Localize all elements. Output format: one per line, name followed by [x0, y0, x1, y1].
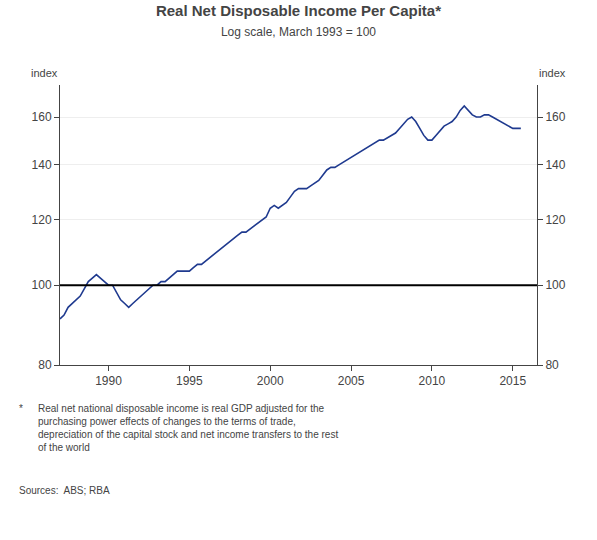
svg-text:140: 140	[545, 158, 565, 172]
svg-text:1995: 1995	[176, 374, 203, 388]
svg-text:2000: 2000	[257, 374, 284, 388]
svg-text:160: 160	[545, 110, 565, 124]
svg-text:120: 120	[545, 213, 565, 227]
svg-text:100: 100	[32, 278, 52, 292]
svg-text:140: 140	[32, 158, 52, 172]
svg-text:80: 80	[38, 358, 52, 372]
svg-text:index: index	[539, 67, 566, 79]
svg-text:Real net national disposable i: Real net national disposable income is r…	[38, 403, 338, 453]
svg-text:*: *	[19, 403, 23, 414]
svg-text:Sources: ABS; RBA: Sources: ABS; RBA	[19, 485, 110, 496]
svg-text:120: 120	[32, 213, 52, 227]
svg-text:Real Net Disposable Income Per: Real Net Disposable Income Per Capita*Lo…	[156, 2, 441, 39]
svg-text:1990: 1990	[95, 374, 122, 388]
svg-text:160: 160	[32, 110, 52, 124]
svg-text:2010: 2010	[419, 374, 446, 388]
svg-text:2005: 2005	[338, 374, 365, 388]
svg-text:index: index	[31, 67, 58, 79]
svg-text:100: 100	[545, 278, 565, 292]
svg-text:80: 80	[545, 358, 559, 372]
svg-text:2015: 2015	[499, 374, 526, 388]
